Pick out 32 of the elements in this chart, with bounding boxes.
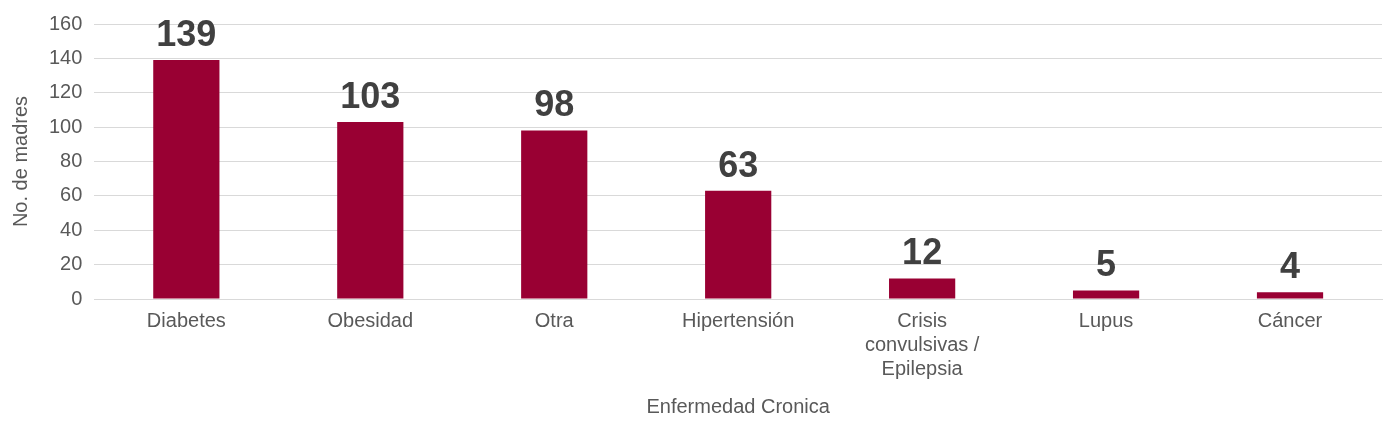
- data-label: 5: [1096, 243, 1117, 285]
- y-tick-label: 160: [48, 11, 83, 34]
- x-tick-label: Hipertensión: [682, 308, 795, 331]
- y-tick-label: 80: [60, 149, 83, 172]
- bar: [1256, 292, 1324, 299]
- y-tick-label: 20: [60, 252, 83, 275]
- data-label: 103: [340, 74, 401, 116]
- bar: [521, 130, 588, 299]
- data-label: 63: [718, 143, 759, 185]
- x-axis-title: Enfermedad Cronica: [646, 394, 831, 417]
- x-tick-label: Lupus: [1078, 308, 1134, 331]
- y-tick-label: 60: [60, 183, 83, 206]
- data-label: 4: [1280, 245, 1301, 287]
- y-axis-title: No. de madres: [8, 95, 31, 228]
- y-tick-label: 120: [48, 80, 83, 103]
- y-tick-label: 140: [48, 45, 83, 68]
- x-tick-label: Cáncer: [1257, 308, 1323, 331]
- data-label: 12: [902, 231, 943, 273]
- y-tick-label: 100: [48, 114, 83, 137]
- x-tick-label: Crisis convulsivas / Epilepsia: [864, 308, 980, 379]
- bar: [153, 60, 220, 299]
- bar: [1072, 290, 1140, 299]
- x-tick-label: Otra: [534, 308, 575, 331]
- bar: [337, 121, 404, 299]
- x-tick-label: Diabetes: [146, 308, 226, 331]
- bar: [705, 190, 772, 299]
- x-tick-label: Obesidad: [327, 308, 414, 331]
- bar: [889, 278, 956, 299]
- y-tick-label: 0: [71, 286, 83, 309]
- data-label: 139: [156, 13, 217, 55]
- y-tick-label: 40: [60, 217, 83, 240]
- data-label: 98: [534, 83, 575, 125]
